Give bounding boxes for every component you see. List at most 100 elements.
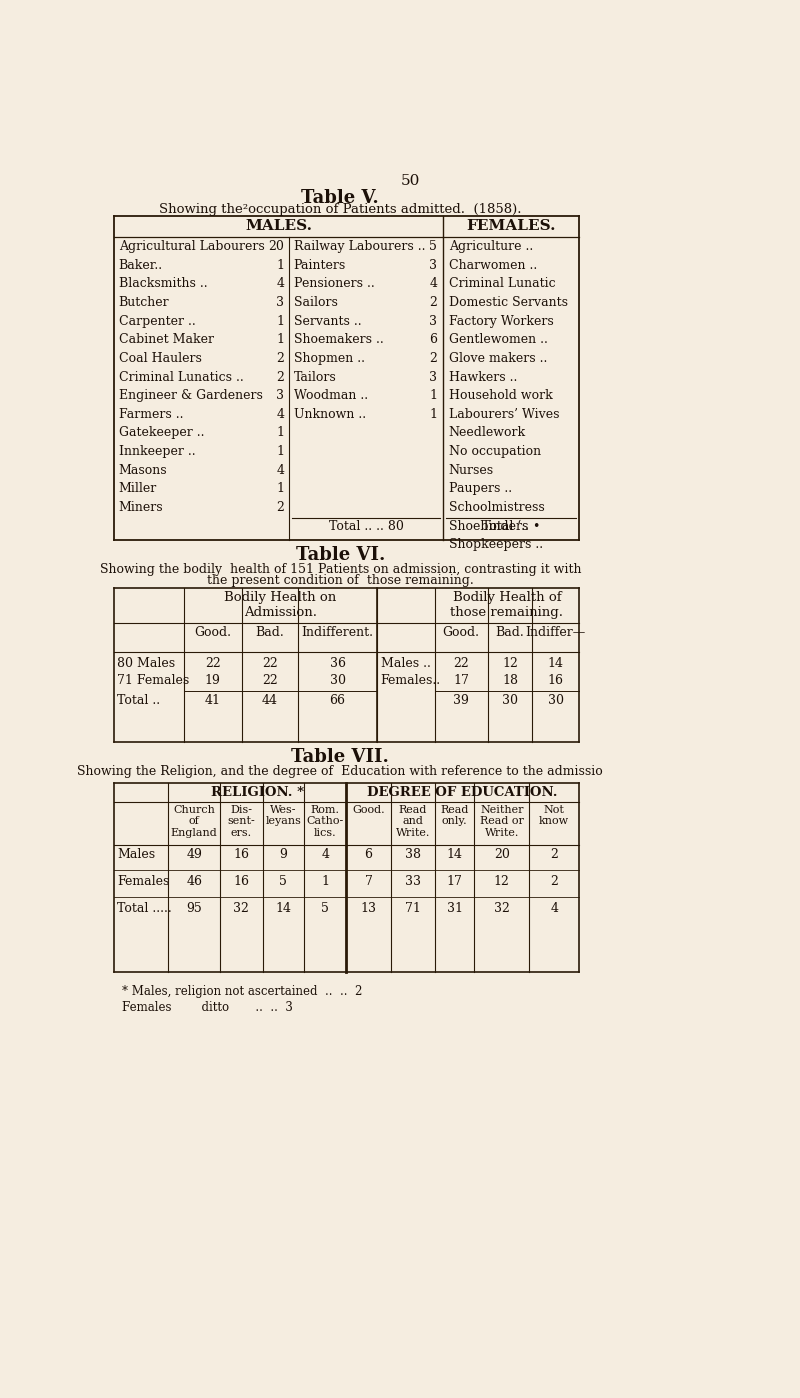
Text: Good.: Good. xyxy=(442,626,480,639)
Text: 3: 3 xyxy=(429,315,437,327)
Text: MALES.: MALES. xyxy=(245,219,312,233)
Text: 9: 9 xyxy=(279,849,287,861)
Text: 95: 95 xyxy=(186,902,202,916)
Text: Miners: Miners xyxy=(118,500,163,514)
Text: 71: 71 xyxy=(405,902,421,916)
Text: 4: 4 xyxy=(429,277,437,291)
Text: 3: 3 xyxy=(429,370,437,383)
Text: Indifferent.: Indifferent. xyxy=(302,626,374,639)
Text: 2: 2 xyxy=(550,875,558,888)
Text: Hawkers ..: Hawkers .. xyxy=(449,370,517,383)
Text: 1: 1 xyxy=(277,445,285,459)
Text: Total ‘.. •: Total ‘.. • xyxy=(482,520,540,534)
Text: 14: 14 xyxy=(275,902,291,916)
Text: 2: 2 xyxy=(430,352,437,365)
Text: 20: 20 xyxy=(494,849,510,861)
Text: Neither
Read or
Write.: Neither Read or Write. xyxy=(480,805,524,837)
Text: Baker..: Baker.. xyxy=(118,259,162,271)
Text: 30: 30 xyxy=(548,695,564,707)
Text: 46: 46 xyxy=(186,875,202,888)
Text: Bodily Health on
Admission.: Bodily Health on Admission. xyxy=(225,591,337,619)
Text: Agriculture ..: Agriculture .. xyxy=(449,240,533,253)
Text: 16: 16 xyxy=(234,849,250,861)
Text: Unknown ..: Unknown .. xyxy=(294,408,366,421)
Text: Nurses: Nurses xyxy=(449,464,494,477)
Text: Pensioners ..: Pensioners .. xyxy=(294,277,374,291)
Text: 4: 4 xyxy=(277,277,285,291)
Text: 39: 39 xyxy=(454,695,469,707)
Text: Tailors: Tailors xyxy=(294,370,337,383)
Text: Good.: Good. xyxy=(352,805,385,815)
Text: 5: 5 xyxy=(279,875,287,888)
Text: 6: 6 xyxy=(429,333,437,347)
Text: Needlework: Needlework xyxy=(449,426,526,439)
Text: Shoebinders: Shoebinders xyxy=(449,520,528,533)
Text: 2: 2 xyxy=(430,296,437,309)
Text: Butcher: Butcher xyxy=(118,296,170,309)
Text: Dis-
sent-
ers.: Dis- sent- ers. xyxy=(227,805,255,837)
Text: 6: 6 xyxy=(365,849,373,861)
Text: 32: 32 xyxy=(494,902,510,916)
Text: Miller: Miller xyxy=(118,482,157,495)
Text: 16: 16 xyxy=(234,875,250,888)
Text: 36: 36 xyxy=(330,657,346,670)
Text: Not
know: Not know xyxy=(539,805,570,826)
Text: 17: 17 xyxy=(454,674,469,686)
Text: Females: Females xyxy=(117,875,170,888)
Text: Table VI.: Table VI. xyxy=(295,545,385,563)
Text: Painters: Painters xyxy=(294,259,346,271)
Text: 2: 2 xyxy=(277,500,285,514)
Text: 31: 31 xyxy=(446,902,462,916)
Text: Cabinet Maker: Cabinet Maker xyxy=(118,333,214,347)
Text: 14: 14 xyxy=(446,849,462,861)
Text: Carpenter ..: Carpenter .. xyxy=(118,315,195,327)
Text: Rom.
Catho-
lics.: Rom. Catho- lics. xyxy=(306,805,344,837)
Text: 1: 1 xyxy=(277,482,285,495)
Text: Charwomen ..: Charwomen .. xyxy=(449,259,537,271)
Text: 22: 22 xyxy=(454,657,469,670)
Text: FEMALES.: FEMALES. xyxy=(466,219,556,233)
Text: 12: 12 xyxy=(494,875,510,888)
Text: 1: 1 xyxy=(429,408,437,421)
Text: 19: 19 xyxy=(205,674,221,686)
Text: 50: 50 xyxy=(400,173,420,187)
Text: Males: Males xyxy=(117,849,155,861)
Text: 18: 18 xyxy=(502,674,518,686)
Text: 13: 13 xyxy=(361,902,377,916)
Text: Table V.: Table V. xyxy=(302,189,379,207)
Text: Paupers ..: Paupers .. xyxy=(449,482,512,495)
Text: Labourers’ Wives: Labourers’ Wives xyxy=(449,408,559,421)
Text: Gatekeeper ..: Gatekeeper .. xyxy=(118,426,204,439)
Text: 3: 3 xyxy=(277,296,285,309)
Text: Bad.: Bad. xyxy=(255,626,284,639)
Text: Showing the²occupation of Patients admitted.  (1858).: Showing the²occupation of Patients admit… xyxy=(159,203,522,217)
Text: Criminal Lunatic: Criminal Lunatic xyxy=(449,277,555,291)
Text: 22: 22 xyxy=(262,674,278,686)
Text: 1: 1 xyxy=(277,315,285,327)
Text: Indiffer—: Indiffer— xyxy=(526,626,586,639)
Text: Shopkeepers ..: Shopkeepers .. xyxy=(449,538,543,551)
Text: 7: 7 xyxy=(365,875,373,888)
Text: Males ..: Males .. xyxy=(381,657,430,670)
Text: Bad.: Bad. xyxy=(496,626,524,639)
Text: 33: 33 xyxy=(405,875,421,888)
Text: 2: 2 xyxy=(550,849,558,861)
Text: Table VII.: Table VII. xyxy=(291,748,389,766)
Text: Innkeeper ..: Innkeeper .. xyxy=(118,445,195,459)
Text: Females        ditto       ..  ..  3: Females ditto .. .. 3 xyxy=(122,1001,293,1014)
Text: 17: 17 xyxy=(446,875,462,888)
Text: 1: 1 xyxy=(277,426,285,439)
Text: Gentlewomen ..: Gentlewomen .. xyxy=(449,333,548,347)
Text: 71 Females: 71 Females xyxy=(117,674,190,686)
Text: Railway Labourers ..: Railway Labourers .. xyxy=(294,240,426,253)
Text: Shoemakers ..: Shoemakers .. xyxy=(294,333,383,347)
Text: 16: 16 xyxy=(548,674,564,686)
Text: 14: 14 xyxy=(548,657,564,670)
Text: the present condition of  those remaining.: the present condition of those remaining… xyxy=(207,573,474,587)
Text: 2: 2 xyxy=(277,352,285,365)
Text: Farmers ..: Farmers .. xyxy=(118,408,183,421)
Text: Wes-
leyans: Wes- leyans xyxy=(266,805,302,826)
Text: 38: 38 xyxy=(405,849,421,861)
Text: Showing the Religion, and the degree of  Education with reference to the admissi: Showing the Religion, and the degree of … xyxy=(78,765,603,779)
Text: 1: 1 xyxy=(277,259,285,271)
